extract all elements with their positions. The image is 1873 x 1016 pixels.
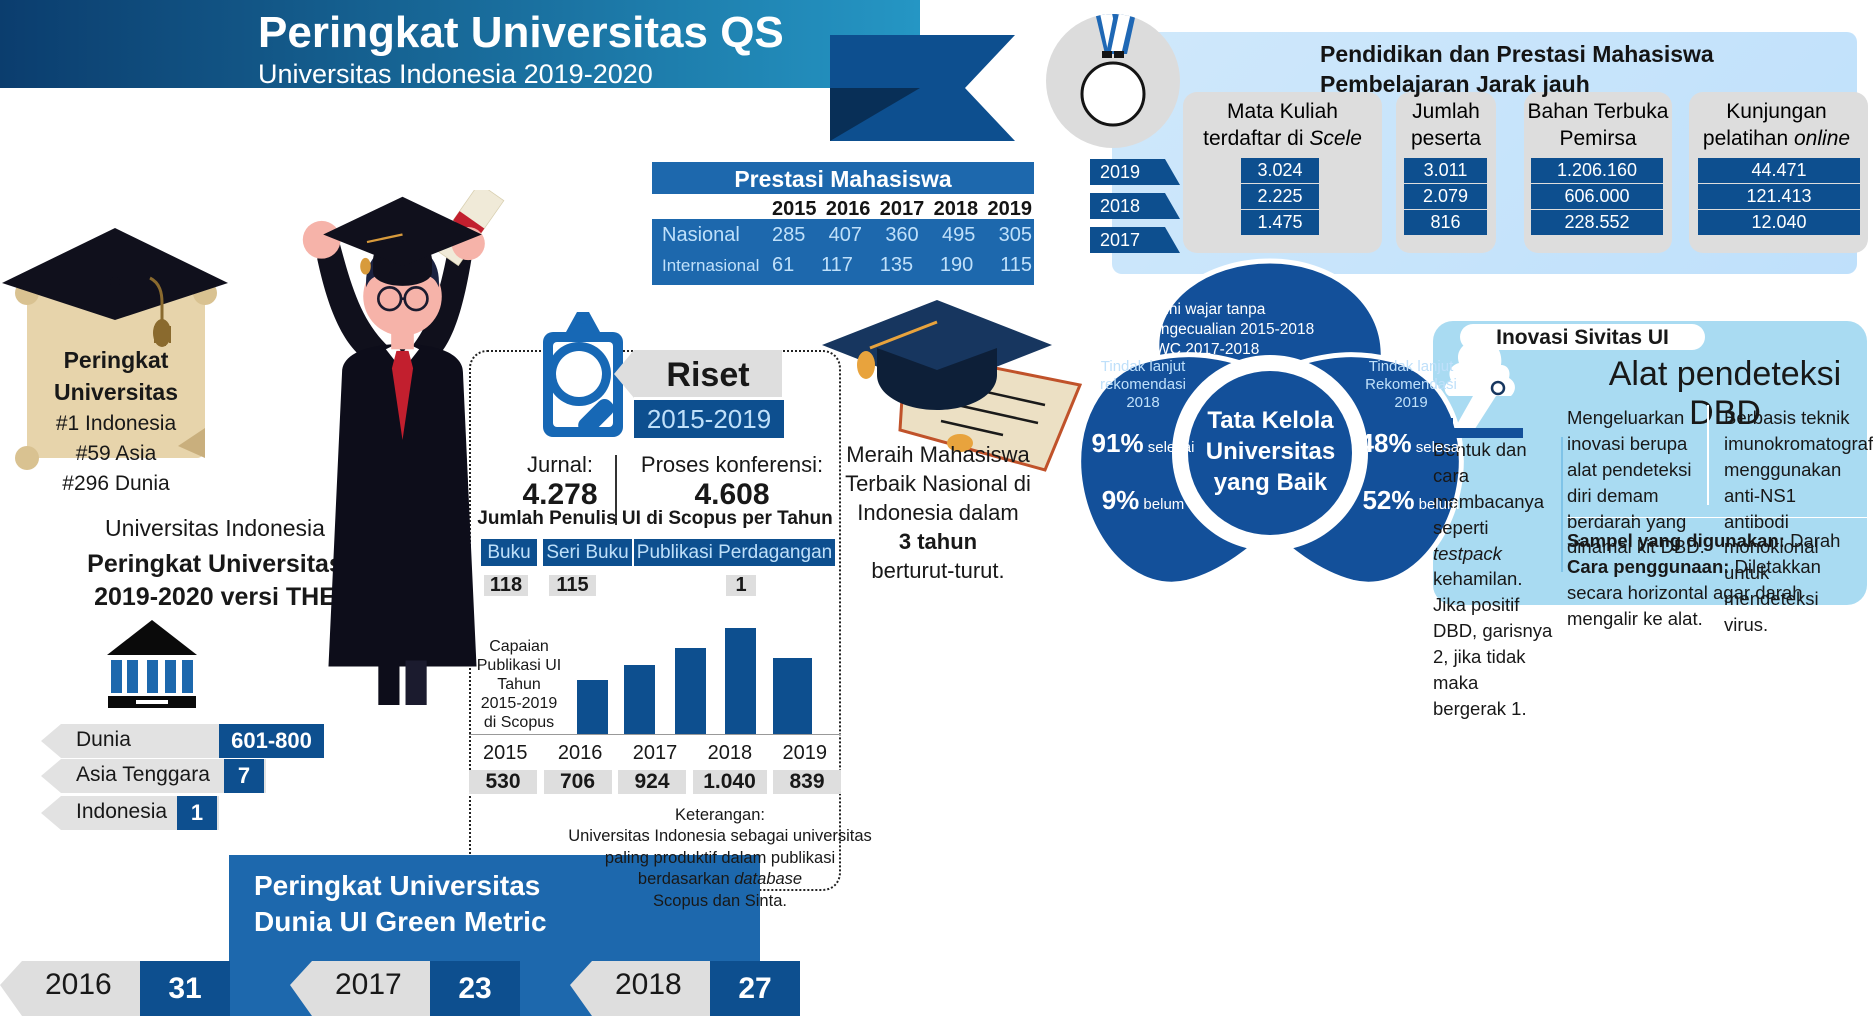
svg-text:#1 Indonesia: #1 Indonesia <box>56 412 177 435</box>
svg-text:#59 Asia: #59 Asia <box>76 442 157 465</box>
svg-text:Universitas: Universitas <box>54 379 178 405</box>
svg-text:Peringkat: Peringkat <box>64 347 169 373</box>
svg-text:#296 Dunia: #296 Dunia <box>62 472 170 495</box>
